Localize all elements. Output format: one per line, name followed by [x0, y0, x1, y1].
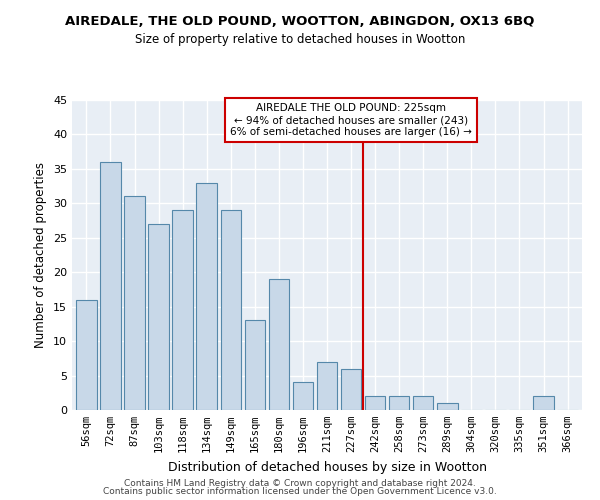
Text: AIREDALE, THE OLD POUND, WOOTTON, ABINGDON, OX13 6BQ: AIREDALE, THE OLD POUND, WOOTTON, ABINGD…: [65, 15, 535, 28]
Bar: [196, 182, 217, 410]
Bar: [221, 210, 241, 410]
Text: Contains public sector information licensed under the Open Government Licence v3: Contains public sector information licen…: [103, 487, 497, 496]
Bar: [413, 396, 433, 410]
Bar: [245, 320, 265, 410]
Bar: [172, 210, 193, 410]
Text: Contains HM Land Registry data © Crown copyright and database right 2024.: Contains HM Land Registry data © Crown c…: [124, 478, 476, 488]
Bar: [124, 196, 145, 410]
Bar: [148, 224, 169, 410]
Bar: [100, 162, 121, 410]
Bar: [533, 396, 554, 410]
Bar: [341, 368, 361, 410]
Bar: [317, 362, 337, 410]
Text: AIREDALE THE OLD POUND: 225sqm
← 94% of detached houses are smaller (243)
6% of : AIREDALE THE OLD POUND: 225sqm ← 94% of …: [230, 104, 472, 136]
Bar: [76, 300, 97, 410]
Bar: [437, 403, 458, 410]
Bar: [365, 396, 385, 410]
Bar: [269, 279, 289, 410]
Y-axis label: Number of detached properties: Number of detached properties: [34, 162, 47, 348]
X-axis label: Distribution of detached houses by size in Wootton: Distribution of detached houses by size …: [167, 460, 487, 473]
Bar: [293, 382, 313, 410]
Bar: [389, 396, 409, 410]
Text: Size of property relative to detached houses in Wootton: Size of property relative to detached ho…: [135, 32, 465, 46]
